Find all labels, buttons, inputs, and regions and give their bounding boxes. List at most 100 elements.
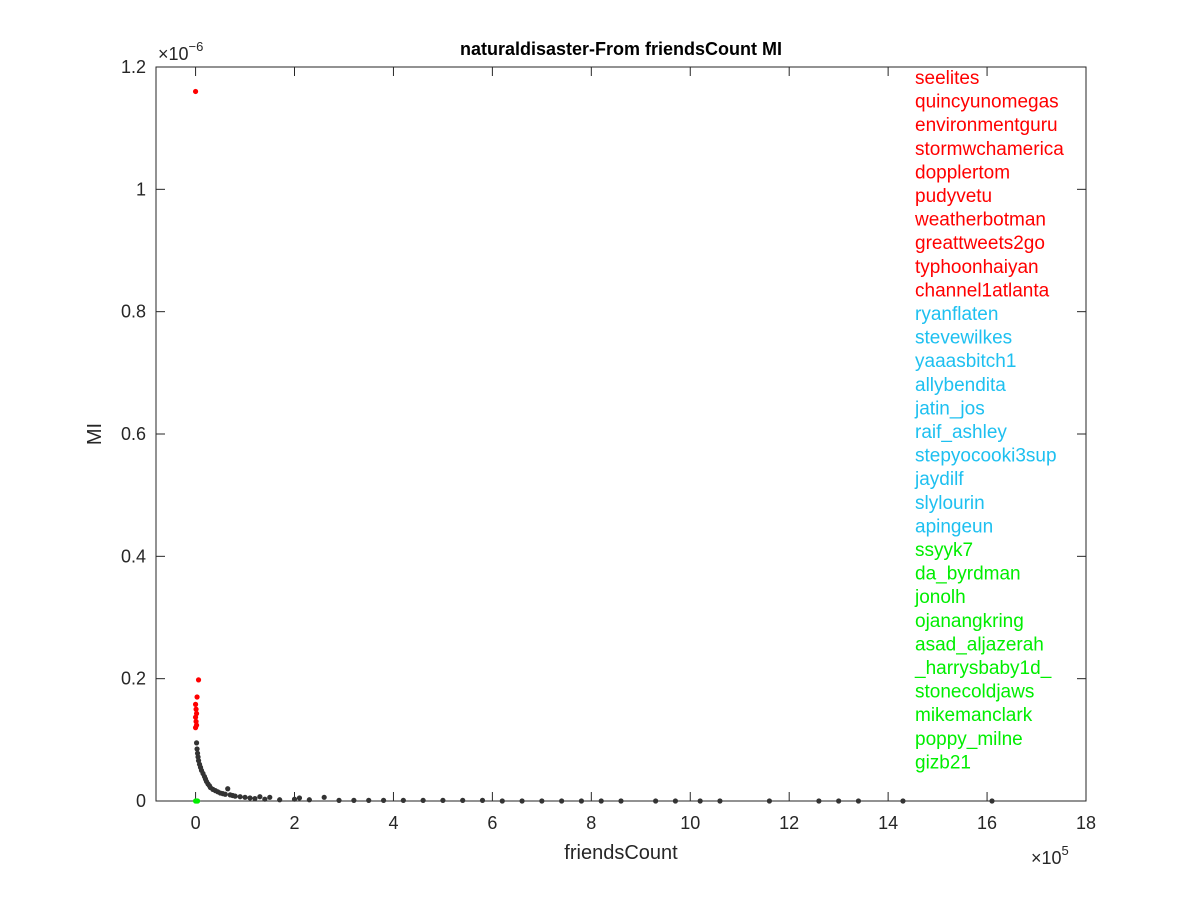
data-point (242, 794, 248, 800)
name-label: apingeun (915, 516, 993, 537)
name-label: jaydilf (914, 469, 964, 490)
name-label: gizb21 (915, 752, 971, 773)
data-point (291, 796, 298, 802)
name-label: jatin_jos (914, 398, 985, 419)
y-tick-label: 1.2 (121, 57, 146, 77)
data-point (195, 677, 202, 683)
name-label: dopplertom (915, 162, 1010, 183)
data-point (618, 798, 624, 804)
data-point (277, 797, 283, 803)
data-point (855, 798, 862, 804)
data-point (194, 694, 200, 700)
data-point (519, 798, 525, 804)
data-point (336, 797, 342, 803)
x-axis-exponent: ×105 (1031, 843, 1069, 868)
name-label: seelites (915, 68, 979, 89)
data-point (598, 798, 604, 804)
name-label: weatherbotman (914, 210, 1046, 231)
x-tick-label: 14 (878, 813, 898, 833)
name-label: stevewilkes (915, 328, 1012, 349)
data-point (479, 797, 486, 803)
name-label: da_byrdman (915, 564, 1021, 585)
name-label: jonolh (914, 587, 966, 608)
name-label: poppy_milne (915, 729, 1023, 750)
x-tick-label: 2 (290, 813, 300, 833)
data-point (232, 793, 238, 799)
name-label: quincyunomegas (915, 92, 1059, 113)
data-point (296, 795, 303, 801)
data-point (380, 797, 387, 803)
name-label: yaaasbitch1 (915, 351, 1016, 372)
data-point (247, 795, 253, 801)
data-point (321, 794, 327, 800)
data-point (989, 798, 995, 804)
x-tick-label: 16 (977, 813, 997, 833)
data-point (717, 798, 723, 804)
y-tick-label: 0.6 (121, 424, 146, 444)
data-point (222, 791, 228, 797)
x-tick-label: 12 (779, 813, 799, 833)
name-label: mikemanclark (915, 705, 1033, 726)
data-point (192, 725, 199, 731)
data-point (262, 796, 268, 802)
data-point (267, 794, 273, 800)
data-point (192, 714, 199, 720)
x-tick-label: 10 (680, 813, 700, 833)
name-label: pudyvetu (915, 186, 992, 207)
data-points (192, 88, 995, 804)
name-label: asad_aljazerah (915, 634, 1044, 655)
data-point (672, 798, 679, 804)
data-point (499, 798, 505, 804)
data-point (836, 798, 842, 804)
y-tick-label: 0 (136, 791, 146, 811)
data-point (194, 798, 201, 804)
name-label: stonecoldjaws (915, 682, 1034, 703)
name-label: stormwchamerica (915, 139, 1064, 160)
name-label: raif_ashley (915, 422, 1007, 443)
data-point (193, 740, 200, 746)
name-label: stepyocooki3sup (915, 446, 1057, 467)
y-axis-exponent: ×10−6 (158, 39, 203, 64)
name-label: ryanflaten (915, 304, 998, 325)
axis-ticks: 0 2 4 6 8 10 12 14 16 18 0 0.2 0.4 0.6 0.8 1 1.2 (121, 57, 1096, 833)
x-tick-label: 18 (1076, 813, 1096, 833)
data-point (192, 701, 199, 707)
name-label: allybendita (915, 375, 1006, 396)
data-point (766, 798, 773, 804)
data-point (366, 797, 372, 803)
x-tick-label: 4 (388, 813, 398, 833)
data-point (193, 706, 199, 712)
data-point (578, 798, 585, 804)
name-label: slylourin (915, 493, 985, 514)
data-point (225, 786, 231, 792)
data-point (816, 798, 822, 804)
data-point (351, 797, 357, 803)
data-point (194, 746, 200, 752)
data-point (306, 797, 312, 803)
data-point (420, 797, 426, 803)
data-point (460, 797, 466, 803)
data-point (440, 797, 446, 803)
data-point (697, 798, 703, 804)
y-tick-label: 0.4 (121, 546, 146, 566)
data-point (539, 798, 545, 804)
y-axis-label: MI (84, 423, 106, 445)
x-tick-label: 6 (487, 813, 497, 833)
name-label: environmentguru (915, 115, 1058, 136)
name-label: typhoonhaiyan (915, 257, 1039, 278)
data-point (900, 798, 906, 804)
plot-area (155, 66, 1087, 802)
name-label: _harrysbaby1d_ (914, 658, 1052, 679)
y-tick-label: 1 (136, 179, 146, 199)
y-tick-label: 0.8 (121, 302, 146, 322)
chart-title: naturaldisaster-From friendsCount MI (460, 39, 782, 59)
data-point (653, 798, 659, 804)
data-point (237, 794, 243, 800)
data-point (257, 794, 263, 800)
name-label: channel1atlanta (915, 280, 1050, 301)
x-axis-label: friendsCount (564, 842, 678, 864)
name-label: greattweets2go (915, 233, 1045, 254)
x-tick-label: 8 (586, 813, 596, 833)
